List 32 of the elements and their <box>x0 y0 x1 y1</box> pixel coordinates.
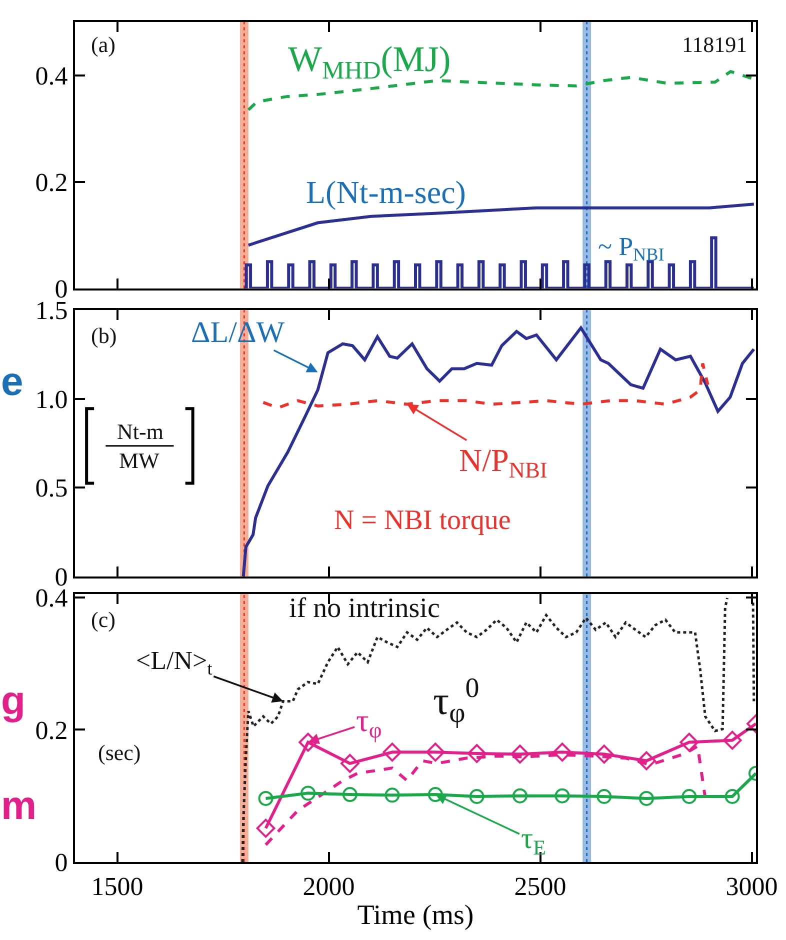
y-tick-label: 0 <box>54 274 68 304</box>
annotation: (sec) <box>98 740 141 765</box>
y-tick-label: 0.4 <box>35 61 68 90</box>
annotation: W$_{MHD}$(MJ) <box>288 39 451 85</box>
annotation: Nt-m <box>117 419 164 444</box>
x-tick-label: 2000 <box>302 872 355 902</box>
annotation: τ$_{E}$ <box>521 822 546 860</box>
annotation: (a) <box>91 32 116 57</box>
x-axis-title: Time (ms) <box>357 900 474 931</box>
x-tick-label: 3000 <box>726 872 778 902</box>
x-tick-label: 1500 <box>91 872 144 902</box>
annotation: (c) <box>91 607 116 632</box>
y-tick-label: 1.0 <box>35 384 68 414</box>
annotation: ~ P$_{NBI}$ <box>598 232 664 264</box>
text: m <box>1 784 37 828</box>
y-tick-label: 0.2 <box>35 168 68 197</box>
annotation: ΔL/ΔW <box>191 316 286 349</box>
annotation: N/P$_{NBI}$ <box>459 442 548 483</box>
y-tick-label: 0.5 <box>35 474 68 503</box>
text: e <box>1 360 24 404</box>
annotation: 118191 <box>682 32 748 57</box>
annotation: L(Nt-m-sec) <box>306 174 466 210</box>
annotation: τ$_{φ}$ <box>356 702 382 743</box>
annotation: <L/N>$_{t}$ <box>136 646 212 678</box>
text: g <box>1 679 26 723</box>
annotation: if no intrinsic <box>289 593 440 624</box>
y-tick-label: 0 <box>54 848 68 878</box>
annotation: N = NBI torque <box>334 505 511 536</box>
annotation: MW <box>119 448 160 473</box>
annotation: (b) <box>91 323 117 348</box>
x-tick-label: 2500 <box>514 872 566 902</box>
y-tick-label: 0.2 <box>35 716 68 745</box>
